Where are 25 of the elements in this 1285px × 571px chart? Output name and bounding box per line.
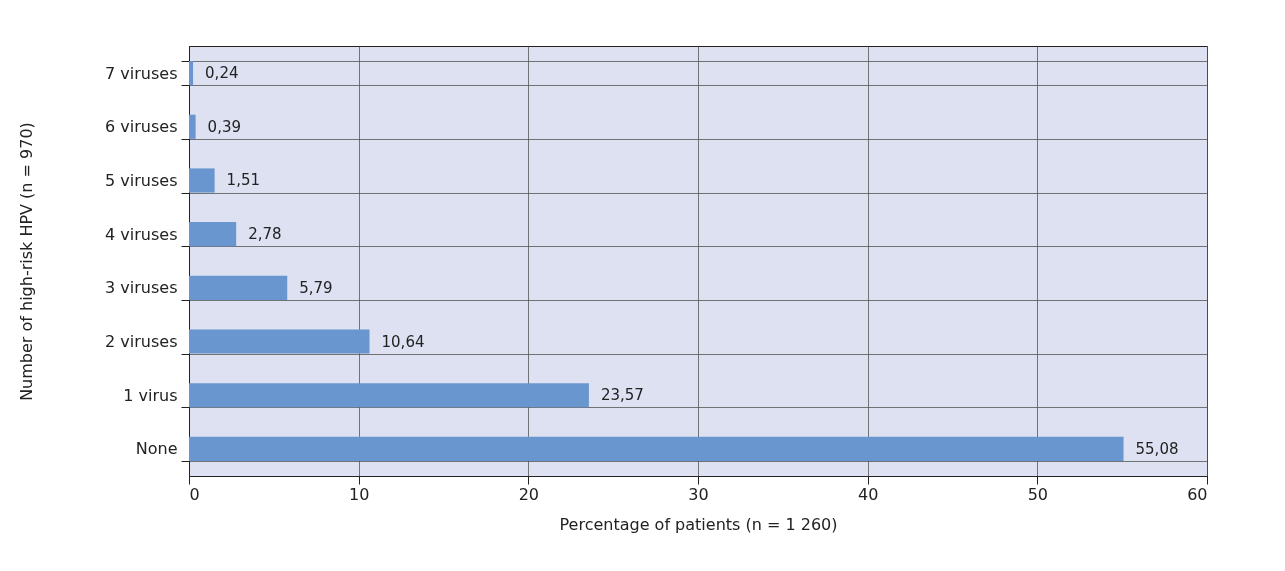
data-label: 10,64 — [381, 332, 425, 351]
x-tick-label: 10 — [348, 484, 370, 504]
x-tick-label: 0 — [189, 484, 200, 504]
y-tick-label: 4 viruses — [105, 224, 178, 244]
x-tick-label: 60 — [1187, 484, 1208, 504]
x-tick-label: 40 — [857, 484, 879, 504]
y-axis-title: Number of high-risk HPV (n = 970) — [17, 122, 37, 401]
x-tick-label: 30 — [688, 484, 709, 504]
x-tick-label: 50 — [1027, 484, 1049, 504]
y-tick-label: 6 viruses — [105, 117, 178, 137]
x-axis-title: Percentage of patients (n = 1 260) — [559, 514, 838, 534]
y-tick-label: 1 virus — [123, 385, 178, 405]
data-label: 0,24 — [205, 64, 239, 83]
data-label: 55,08 — [1135, 439, 1179, 458]
data-label: 23,57 — [600, 386, 644, 405]
data-label: 5,79 — [299, 278, 333, 297]
data-label: 1,51 — [226, 171, 261, 190]
y-tick-label: 2 viruses — [105, 332, 178, 352]
y-tick-label: 3 viruses — [105, 278, 178, 298]
y-tick-label: None — [135, 439, 178, 459]
y-tick-label: 7 viruses — [105, 63, 178, 83]
y-tick-label: 5 viruses — [105, 170, 178, 190]
data-label: 2,78 — [248, 225, 282, 244]
x-tick-label: 20 — [518, 484, 540, 504]
data-label: 0,39 — [207, 117, 242, 136]
